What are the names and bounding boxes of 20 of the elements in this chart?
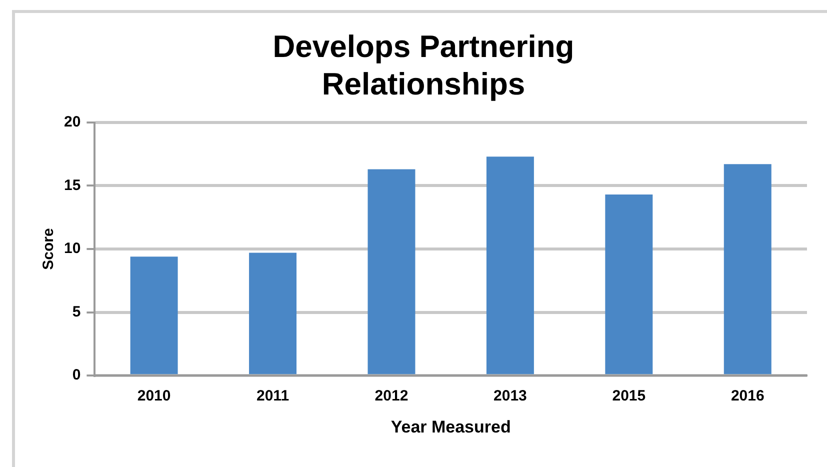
- y-tick-label: 15: [64, 176, 81, 194]
- bar: [605, 194, 653, 374]
- y-tick-label: 10: [64, 240, 81, 258]
- bar: [724, 164, 772, 374]
- chart-title: Develops Partnering Relationships: [272, 29, 574, 102]
- y-axis-title: Score: [40, 228, 58, 270]
- x-tick-label: 2016: [730, 388, 764, 405]
- bar: [130, 256, 178, 374]
- bar: [486, 156, 534, 374]
- bar: [249, 252, 297, 374]
- y-tick-label: 20: [64, 114, 81, 131]
- y-tick-label: 0: [72, 366, 81, 384]
- x-tick-label: 2015: [612, 388, 646, 405]
- bar: [368, 169, 416, 374]
- y-tick-label: 5: [72, 303, 81, 320]
- x-axis-title: Year Measured: [390, 417, 511, 436]
- x-tick-label: 2012: [374, 388, 408, 405]
- x-tick-label: 2013: [494, 388, 527, 405]
- x-tick-label: 2010: [137, 388, 171, 405]
- x-tick-label: 2011: [256, 388, 290, 405]
